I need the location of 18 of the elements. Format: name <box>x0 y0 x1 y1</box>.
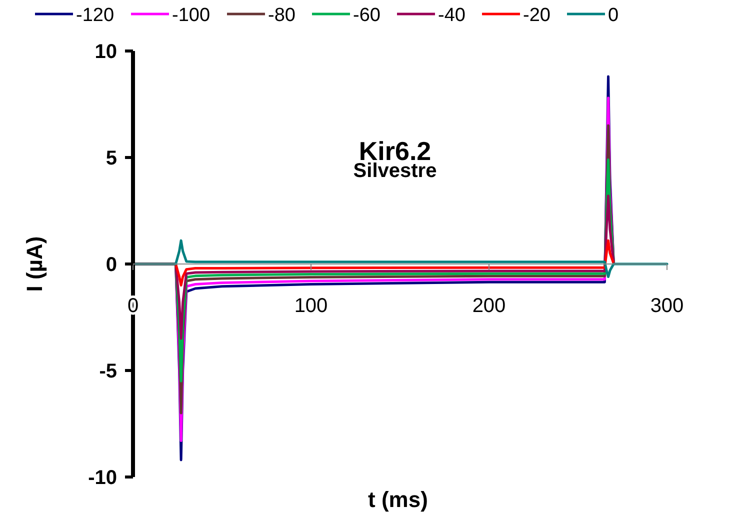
legend-label: -120 <box>76 5 114 26</box>
text: Silvestre <box>353 160 437 182</box>
x-tick-label: 200 <box>472 295 506 317</box>
legend-label: -100 <box>172 5 210 26</box>
x-axis-title: t (ms) <box>368 487 428 512</box>
legend-label: -80 <box>268 5 296 26</box>
legend-label: -20 <box>523 5 550 26</box>
y-tick-label: 0 <box>106 254 117 276</box>
y-tick-label: 10 <box>94 41 117 63</box>
legend-label: -40 <box>438 5 466 26</box>
x-tick-label: 100 <box>294 295 328 317</box>
y-tick-label: -5 <box>99 360 117 382</box>
y-tick-label: 5 <box>106 148 117 170</box>
legend-label: -60 <box>353 5 380 26</box>
y-axis-title: I (µA) <box>22 236 47 292</box>
legend-label: 0 <box>608 5 619 26</box>
x-tick-label: 300 <box>650 295 684 317</box>
y-tick-label: -10 <box>88 467 117 489</box>
